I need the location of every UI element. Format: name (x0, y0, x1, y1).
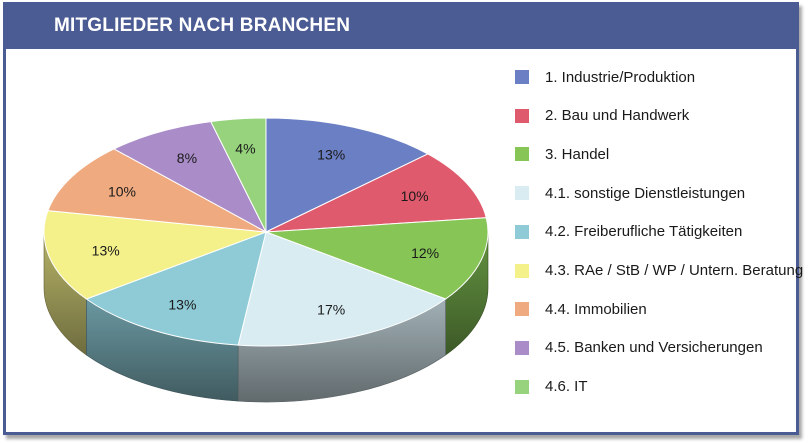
legend-swatch (515, 186, 529, 201)
data-label-7: 10% (108, 183, 136, 199)
pie-slice-6 (43, 210, 267, 300)
legend-label: 4.5. Banken und Versicherungen (545, 339, 763, 357)
data-label-9: 4% (235, 140, 255, 156)
legend-label: 2. Bau und Handwerk (545, 107, 690, 125)
data-label-6: 13% (92, 242, 120, 258)
pie-slice-8 (112, 121, 268, 234)
legend-label: 4.4. Immobilien (545, 300, 647, 318)
data-label-1: 13% (317, 147, 345, 163)
data-label-2: 10% (401, 188, 429, 204)
legend-swatch (515, 379, 529, 394)
pie-slice-9 (210, 117, 267, 233)
data-label-4: 17% (317, 301, 345, 317)
legend-item-5: 4.2. Freiberufliche Tätigkeiten (515, 221, 742, 243)
pie-top (43, 117, 489, 347)
legend-swatch (515, 108, 529, 123)
legend-item-7: 4.4. Immobilien (515, 298, 647, 320)
legend-label: 4.3. RAe / StB / WP / Untern. Beratung (545, 262, 804, 279)
pie-slice-1 (265, 117, 429, 233)
legend-label: 4.6. IT (545, 378, 588, 396)
chart-title: MITGLIEDER NACH BRANCHEN (54, 15, 351, 36)
pie-slice-2 (265, 153, 487, 233)
legend-swatch (515, 70, 529, 84)
legend-item-6: 4.3. RAe / StB / WP / Untern. Beratung (515, 260, 803, 282)
pie-slice-7 (47, 148, 267, 233)
legend-item-4: 4.1. sonstige Dienstleistungen (515, 182, 745, 204)
pie-slice-5 (85, 231, 267, 346)
pie-data-labels: 13% 10% 12% 17% 13% 13% 10% 8% 4% (92, 140, 439, 317)
legend-item-8: 4.5. Banken und Versicherungen (515, 337, 763, 359)
legend-label: 4.1. sonstige Dienstleistungen (545, 184, 746, 202)
data-label-5: 13% (168, 297, 196, 313)
legend-swatch (515, 340, 529, 355)
legend-item-2: 2. Bau und Handwerk (515, 105, 689, 127)
pie-slice-4 (237, 231, 447, 347)
data-label-8: 8% (177, 150, 197, 166)
legend-label: 3. Handel (545, 145, 610, 163)
legend-item-1: 1. Industrie/Produktion (515, 66, 695, 88)
legend-label: 4.2. Freiberufliche Tätigkeiten (545, 223, 743, 241)
data-label-3: 12% (411, 245, 439, 261)
title-bar: MITGLIEDER NACH BRANCHEN (6, 5, 796, 49)
legend-swatch (515, 302, 529, 317)
legend-item-3: 3. Handel (515, 143, 609, 165)
pie-slice-3 (265, 217, 489, 300)
legend-swatch (515, 147, 529, 162)
legend-label: 1. Industrie/Produktion (545, 68, 696, 86)
legend-swatch (515, 263, 529, 278)
legend-swatch (515, 224, 529, 239)
legend-item-9: 4.6. IT (515, 376, 588, 398)
